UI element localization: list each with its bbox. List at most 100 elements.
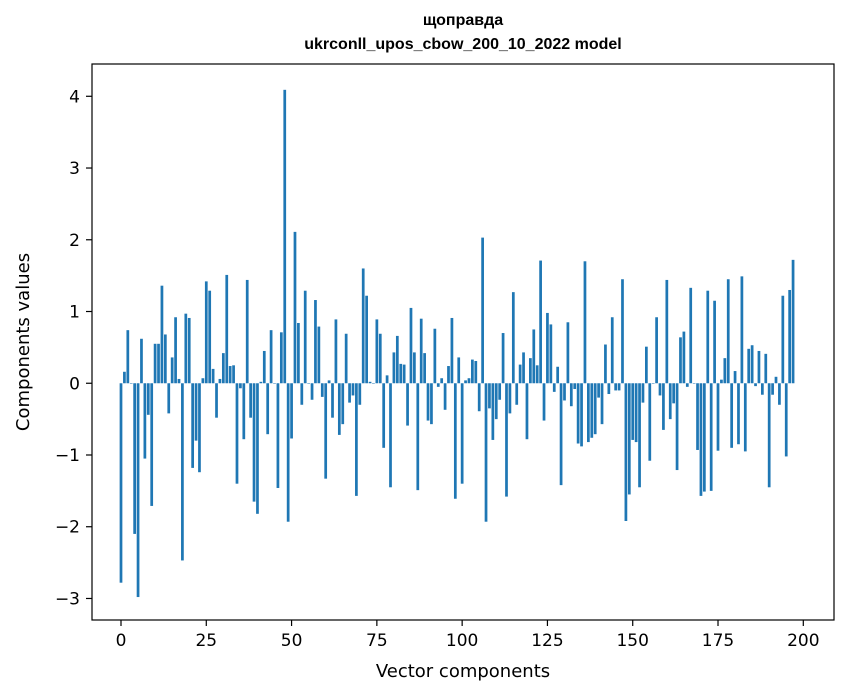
bar-74 <box>372 383 375 384</box>
bar-83 <box>402 364 406 384</box>
bar-149 <box>627 383 631 495</box>
bar-78 <box>385 375 389 384</box>
bar-85 <box>409 307 413 384</box>
bar-12 <box>160 285 164 384</box>
bar-54 <box>303 290 307 384</box>
bar-158 <box>658 383 662 396</box>
bar-191 <box>771 383 774 395</box>
bar-101 <box>464 380 467 384</box>
bar-113 <box>505 383 508 497</box>
bar-36 <box>242 383 246 440</box>
bar-114 <box>508 383 512 414</box>
x-tick-label-175: 175 <box>702 631 734 651</box>
y-tick-label-2: 2 <box>69 231 80 251</box>
x-tick-label-150: 150 <box>616 631 648 651</box>
bar-184 <box>747 348 751 384</box>
bar-11 <box>157 343 160 384</box>
y-tick-label-4: 4 <box>69 87 80 107</box>
bar-107 <box>484 383 488 522</box>
bar-96 <box>447 366 450 384</box>
bar-150 <box>631 383 635 440</box>
bar-33 <box>232 365 235 384</box>
bar-48 <box>283 89 287 384</box>
bar-106 <box>481 237 484 384</box>
bar-22 <box>194 383 198 441</box>
bar-160 <box>665 279 669 384</box>
bar-13 <box>163 334 167 384</box>
x-tick-label-25: 25 <box>195 631 217 651</box>
bar-0 <box>119 383 123 583</box>
bar-117 <box>518 364 522 384</box>
bar-112 <box>501 333 505 384</box>
bar-56 <box>310 383 314 400</box>
bar-64 <box>337 383 341 435</box>
bar-177 <box>723 358 727 384</box>
x-axis-label: Vector components <box>376 661 550 682</box>
bar-156 <box>651 383 655 384</box>
chart-title-line1: щоправда <box>422 12 504 29</box>
bar-190 <box>767 383 771 488</box>
bar-69 <box>355 383 358 496</box>
y-tick-label--3: −3 <box>55 589 80 609</box>
bar-116 <box>515 383 519 405</box>
bar-172 <box>706 290 710 384</box>
bar-145 <box>614 383 618 391</box>
bar-152 <box>638 383 641 488</box>
bar-146 <box>617 383 621 391</box>
bar-45 <box>273 383 276 384</box>
bar-120 <box>529 358 532 384</box>
bar-95 <box>443 383 447 410</box>
bar-133 <box>573 383 577 389</box>
bar-26 <box>208 290 212 384</box>
bar-188 <box>760 383 764 395</box>
bar-123 <box>539 260 542 384</box>
bar-164 <box>679 337 682 384</box>
bar-170 <box>699 383 703 496</box>
bar-30 <box>221 353 225 384</box>
bar-88 <box>419 318 423 384</box>
bar-109 <box>491 383 495 440</box>
bar-18 <box>181 383 184 561</box>
bar-68 <box>351 383 355 396</box>
bar-169 <box>696 383 699 450</box>
bar-159 <box>662 383 665 430</box>
bar-174 <box>713 300 716 384</box>
bar-57 <box>314 300 317 384</box>
bar-43 <box>266 383 270 435</box>
bar-52 <box>297 322 300 384</box>
bar-27 <box>211 368 215 384</box>
bar-153 <box>641 383 645 403</box>
bar-194 <box>781 295 785 384</box>
bar-3 <box>129 383 133 384</box>
bar-1 <box>123 371 126 384</box>
bar-14 <box>167 383 171 414</box>
bar-137 <box>587 383 590 443</box>
bar-97 <box>450 317 454 384</box>
bar-196 <box>788 289 792 384</box>
bar-132 <box>569 383 573 407</box>
bar-91 <box>430 383 433 425</box>
bar-70 <box>358 383 362 405</box>
bar-111 <box>498 383 502 400</box>
bar-155 <box>648 383 652 461</box>
bar-105 <box>477 383 481 412</box>
bar-104 <box>474 361 478 384</box>
bar-100 <box>460 383 464 484</box>
bar-134 <box>576 383 580 444</box>
bar-125 <box>546 312 549 384</box>
bar-135 <box>580 383 583 447</box>
y-axis-label: Components values <box>13 253 34 431</box>
bar-157 <box>655 317 658 384</box>
bar-59 <box>320 383 324 397</box>
bar-167 <box>689 287 693 384</box>
bar-35 <box>239 383 242 389</box>
plot-frame <box>91 63 835 621</box>
bar-119 <box>525 383 529 440</box>
bar-62 <box>331 383 334 418</box>
bar-98 <box>453 383 457 499</box>
bar-131 <box>566 322 570 384</box>
bar-4 <box>133 383 137 534</box>
bar-108 <box>488 383 491 409</box>
bar-142 <box>604 344 607 384</box>
